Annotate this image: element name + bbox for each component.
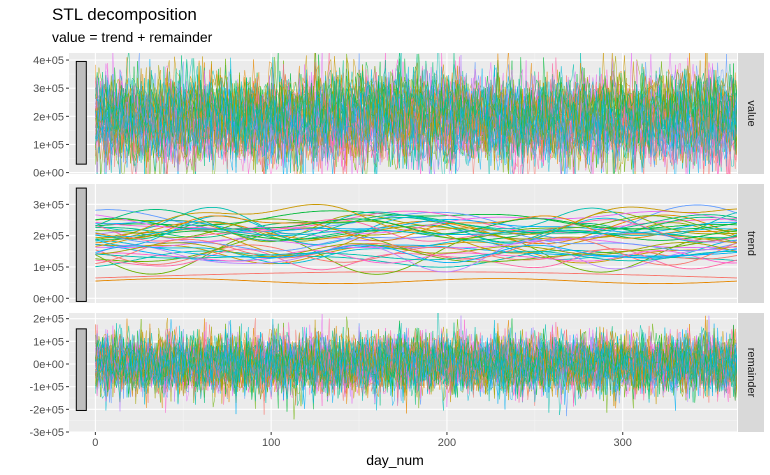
chart-subtitle: value = trend + remainder <box>52 29 213 45</box>
series-line-31 <box>95 237 737 266</box>
series-lines <box>95 204 737 285</box>
series-line-40 <box>95 328 737 411</box>
facet-strip-label: remainder <box>745 348 757 398</box>
y-tick-label: 2e+05 <box>33 111 64 123</box>
series-line-40 <box>95 244 737 264</box>
series-line-22 <box>95 216 737 238</box>
series-lines <box>95 53 737 174</box>
x-tick-label: 100 <box>262 437 280 449</box>
facet-trend: 0e+00 1e+05 2e+05 3e+05 trend <box>33 184 764 305</box>
x-tick-label: 300 <box>614 437 632 449</box>
series-lines <box>95 313 737 420</box>
series-line-25 <box>95 218 737 233</box>
x-axis: 0 100 200 300 <box>92 432 632 449</box>
facet-remainder: -3e+05 -2e+05 -1e+05 0e+00 1e+05 2e+05 remaind… <box>29 313 764 439</box>
series-line-27 <box>95 240 737 273</box>
series-line-2 <box>95 278 737 285</box>
series-line-39 <box>95 228 737 238</box>
y-tick-label: 3e+05 <box>33 83 64 95</box>
panel-background <box>69 184 737 303</box>
y-tick-label: 0e+00 <box>33 293 64 305</box>
series-line-26 <box>95 229 737 252</box>
y-tick-label: 2e+05 <box>33 231 64 243</box>
series-line-37 <box>95 322 737 403</box>
facet-strip <box>738 184 764 303</box>
series-line-40 <box>95 89 737 174</box>
facet-strip <box>738 313 764 432</box>
x-tick-label: 200 <box>438 437 456 449</box>
series-line-14 <box>95 210 737 234</box>
scale-bar <box>75 60 87 165</box>
y-tick-label: 3e+05 <box>33 199 64 211</box>
y-tick-label: 1e+05 <box>33 139 64 151</box>
scale-bar <box>75 328 87 411</box>
facet-strip <box>738 53 764 174</box>
y-tick-label: 0e+00 <box>33 168 64 180</box>
series-line-34 <box>95 242 737 258</box>
series-line-7 <box>95 221 737 243</box>
y-tick-label: 0e+00 <box>33 359 64 371</box>
chart-title: STL decomposition <box>52 5 197 24</box>
series-line-30 <box>95 219 737 242</box>
scale-bar <box>75 187 87 302</box>
y-tick-label: 4e+05 <box>33 55 64 67</box>
x-axis-title: day_num <box>366 452 424 468</box>
y-tick-label: 1e+05 <box>33 336 64 348</box>
facet-strip-label: trend <box>745 231 757 256</box>
x-tick-label: 0 <box>92 437 98 449</box>
series-line-39 <box>95 318 737 400</box>
y-tick-label: -3e+05 <box>29 427 64 439</box>
y-tick-label: 1e+05 <box>33 262 64 274</box>
series-line-37 <box>95 53 737 156</box>
y-tick-label: -2e+05 <box>29 404 64 416</box>
y-tick-label: -1e+05 <box>29 382 64 394</box>
y-tick-label: 2e+05 <box>33 314 64 326</box>
series-line-28 <box>95 210 737 234</box>
series-line-37 <box>95 209 737 242</box>
series-line-33 <box>95 204 737 239</box>
series-line-38 <box>95 250 737 262</box>
facet-value: 0e+00 1e+05 2e+05 3e+05 4e+05 value <box>33 53 764 180</box>
series-line-36 <box>95 217 737 235</box>
series-line-11 <box>95 204 737 240</box>
facet-panels: 0e+00 1e+05 2e+05 3e+05 4e+05 value 0e+00 1e+05… <box>29 53 764 439</box>
series-line-1 <box>95 271 737 279</box>
series-line-23 <box>95 53 737 163</box>
facet-strip-label: value <box>745 100 757 126</box>
